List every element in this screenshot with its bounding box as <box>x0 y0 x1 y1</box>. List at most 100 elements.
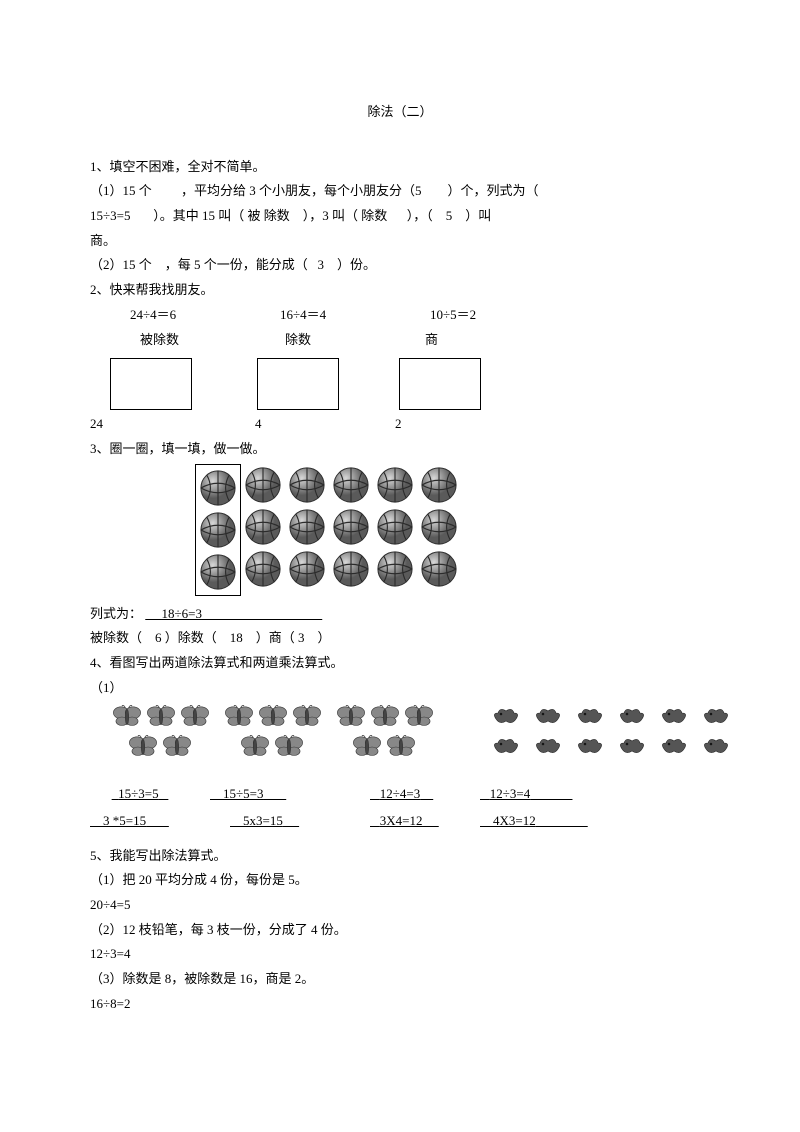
butterfly-cluster <box>334 702 436 762</box>
q1-l2b: ）。其中 15 叫（ 被 除数 <box>153 208 290 223</box>
q1-l4c: 3 <box>318 257 325 272</box>
bird-icon <box>574 733 608 761</box>
bird-icon <box>658 733 692 761</box>
basketball-icon <box>199 511 237 549</box>
basketball-icon <box>288 466 326 504</box>
q3-eq: 列式为： 18÷6=3 <box>90 602 710 627</box>
butterfly-icon <box>126 732 160 762</box>
q2-lbl3: 商 <box>425 328 438 353</box>
q2-equations: 24÷4＝6 16÷4＝4 10÷5＝2 <box>90 303 710 328</box>
butterfly-icon <box>350 732 384 762</box>
q5-l1: （1）把 20 平均分成 4 份，每份是 5。 <box>90 868 710 893</box>
bird-icon <box>700 703 734 731</box>
butterfly-icon <box>272 732 306 762</box>
q1-l2d: ），（ <box>407 208 433 223</box>
q1-l4d: ）份。 <box>337 257 376 272</box>
butterfly-cluster <box>110 702 212 762</box>
bird-icon <box>616 733 650 761</box>
q2-ans3: 2 <box>395 412 402 437</box>
butterfly-icon <box>160 732 194 762</box>
q2-lbl2: 除数 <box>285 328 425 353</box>
basketball-icon <box>199 469 237 507</box>
bird-icon <box>532 703 566 731</box>
q2-box2 <box>257 358 339 410</box>
q5-a1: 20÷4=5 <box>90 893 710 918</box>
bird-icon <box>490 703 524 731</box>
q4-r2-4: 4X3=12 <box>480 809 620 834</box>
q2-labels: 被除数 除数 商 <box>90 328 710 353</box>
q1-l1a: （1）15 个 <box>90 183 152 198</box>
basketball-icon <box>288 550 326 588</box>
butterfly-cluster <box>222 702 324 762</box>
q2-lbl1: 被除数 <box>140 328 285 353</box>
butterfly-icon <box>256 702 290 732</box>
butterfly-icon <box>222 702 256 732</box>
bird-icon <box>616 703 650 731</box>
q2-answers: 24 4 2 <box>90 412 710 437</box>
basketball-icon <box>199 553 237 591</box>
q1-line2: 15÷3=5 ）。其中 15 叫（ 被 除数 ），3 叫（ 除数 ），（ 5 ）… <box>90 204 710 229</box>
basketball-grid <box>195 464 710 596</box>
q2-ans2: 4 <box>255 412 395 437</box>
bird-group <box>486 702 746 762</box>
basketball-icon <box>376 466 414 504</box>
butterfly-icon <box>402 702 436 732</box>
q1-line1: （1）15 个 ，平均分给 3 个小朋友，每个小朋友分（5 ）个，列式为（ <box>90 179 710 204</box>
q4-images <box>90 702 710 762</box>
q2-boxes <box>90 356 710 410</box>
butterfly-icon <box>384 732 418 762</box>
basketball-icon <box>288 508 326 546</box>
q1-l2a: 15÷3=5 <box>90 208 130 223</box>
basketball-icon <box>244 550 282 588</box>
basketball-icon <box>332 550 370 588</box>
q1-line3: 商。 <box>90 229 710 254</box>
q1-l2c: ），3 叫（ 除数 <box>303 208 388 223</box>
bird-icon <box>700 733 734 761</box>
q4-r2-3: 3X4=12 <box>370 809 460 834</box>
basketball-icon <box>420 550 458 588</box>
q4-eq-row2: 3 *5=15 5x3=15 3X4=12 4X3=12 <box>90 809 710 834</box>
bird-icon <box>532 733 566 761</box>
basketball-icon <box>244 508 282 546</box>
worksheet-page: 除法（二） 1、填空不困难，全对不简单。 （1）15 个 ，平均分给 3 个小朋… <box>0 0 800 1057</box>
q1-l2e: 5 <box>446 208 453 223</box>
butterfly-icon <box>334 702 368 732</box>
butterfly-icon <box>144 702 178 732</box>
ball-column <box>417 464 461 596</box>
q2-eq3: 10÷5＝2 <box>430 303 476 328</box>
q4-eq-row1: 15÷3=5 15÷5=3 12÷4=3 12÷3=4 <box>90 782 710 807</box>
page-title: 除法（二） <box>90 100 710 125</box>
butterfly-group <box>110 702 446 762</box>
q2-box3 <box>399 358 481 410</box>
q4-heading: 4、看图写出两道除法算式和两道乘法算式。 <box>90 651 710 676</box>
bird-icon <box>490 733 524 761</box>
basketball-icon <box>376 508 414 546</box>
q4-r1-4: 12÷3=4 <box>480 782 620 807</box>
basketball-icon <box>332 508 370 546</box>
q2-eq1: 24÷4＝6 <box>130 303 280 328</box>
q1-line4: （2）15 个 ，每 5 个一份，能分成（ 3 ）份。 <box>90 253 710 278</box>
q1-heading: 1、填空不困难，全对不简单。 <box>90 155 710 180</box>
ball-column <box>241 464 285 596</box>
q3-eq-value: 18÷6=3 <box>145 602 465 627</box>
q3-eq-label: 列式为： <box>90 606 142 621</box>
butterfly-icon <box>178 702 212 732</box>
bird-icon <box>574 703 608 731</box>
q2-eq2: 16÷4＝4 <box>280 303 430 328</box>
q5-a3: 16÷8=2 <box>90 992 710 1017</box>
q2-heading: 2、快来帮我找朋友。 <box>90 278 710 303</box>
q3-line2: 被除数（ 6 ）除数（ 18 ）商（ 3 ） <box>90 626 710 651</box>
bird-icon <box>658 703 692 731</box>
basketball-icon <box>420 466 458 504</box>
q5-a2: 12÷3=4 <box>90 942 710 967</box>
q5-l3: （3）除数是 8，被除数是 16，商是 2。 <box>90 967 710 992</box>
q1-l1b: ，平均分给 3 个小朋友，每个小朋友分（5 <box>181 183 422 198</box>
butterfly-icon <box>368 702 402 732</box>
ball-column <box>373 464 417 596</box>
q1-l1c: ）个，列式为（ <box>448 183 539 198</box>
basketball-icon <box>420 508 458 546</box>
q5-l2: （2）12 枝铅笔，每 3 枝一份，分成了 4 份。 <box>90 918 710 943</box>
basketball-icon <box>332 466 370 504</box>
basketball-icon <box>244 466 282 504</box>
q2-box1 <box>110 358 192 410</box>
